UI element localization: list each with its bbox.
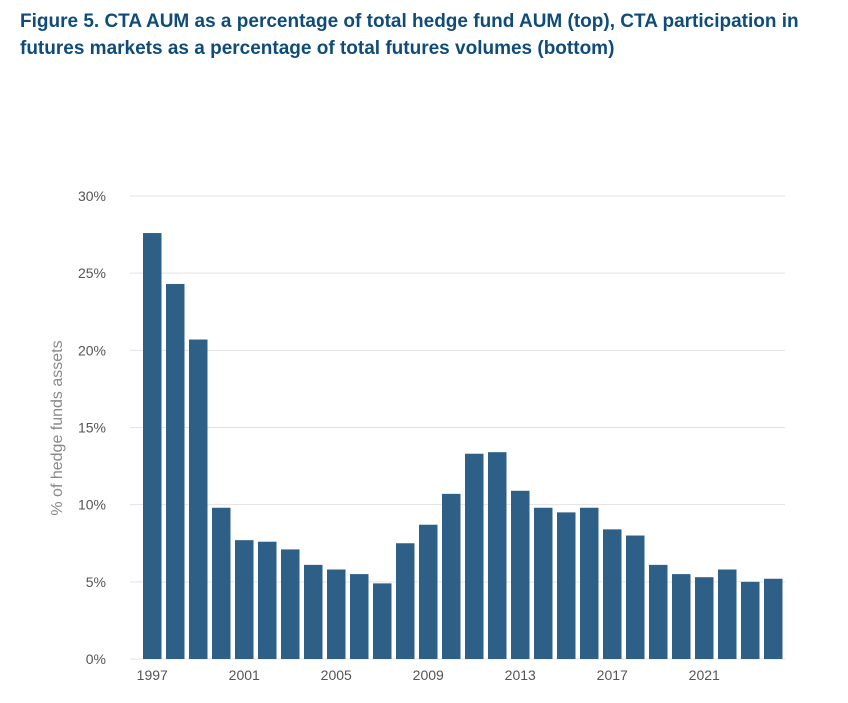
bar-2013 xyxy=(511,490,530,659)
bars xyxy=(143,233,783,660)
x-tick-label: 2017 xyxy=(597,667,628,683)
bar-2002 xyxy=(258,541,277,659)
bar-2014 xyxy=(534,507,553,659)
bar-2015 xyxy=(557,512,576,659)
bar-2010 xyxy=(442,493,461,659)
bar-2008 xyxy=(396,543,415,659)
bar-2001 xyxy=(235,540,254,659)
y-tick-label: 0% xyxy=(86,651,106,667)
bar-2018 xyxy=(626,535,645,659)
bar-2017 xyxy=(603,529,622,659)
bar-2016 xyxy=(580,507,599,659)
bar-2024 xyxy=(764,578,783,659)
x-tick-label: 2001 xyxy=(229,667,260,683)
bar-1999 xyxy=(189,339,208,659)
bar-2019 xyxy=(649,564,668,659)
x-tick-label: 1997 xyxy=(137,667,168,683)
bar-1998 xyxy=(166,283,185,659)
x-tick-label: 2005 xyxy=(321,667,352,683)
bar-2021 xyxy=(695,577,714,659)
y-tick-label: 15% xyxy=(78,420,106,436)
bar-2006 xyxy=(350,574,369,659)
y-axis-ticks: 0% 5% 10% 15% 20% 25% 30% xyxy=(78,188,106,667)
bar-2020 xyxy=(672,574,691,659)
y-tick-label: 5% xyxy=(86,574,106,590)
y-axis-title: % of hedge funds assets xyxy=(49,340,66,515)
y-tick-label: 30% xyxy=(78,188,106,204)
x-tick-label: 2021 xyxy=(689,667,720,683)
x-tick-label: 2009 xyxy=(413,667,444,683)
y-tick-label: 25% xyxy=(78,265,106,281)
bar-1997 xyxy=(143,233,162,660)
bar-2000 xyxy=(212,507,231,659)
bar-2003 xyxy=(281,549,300,659)
x-axis-ticks: 1997 2001 2005 2009 2013 2017 2021 xyxy=(137,667,720,683)
bar-2023 xyxy=(741,581,760,659)
x-tick-label: 2013 xyxy=(505,667,536,683)
bar-2011 xyxy=(465,453,484,659)
bar-2012 xyxy=(488,452,507,659)
bar-2007 xyxy=(373,583,392,659)
bar-2005 xyxy=(327,569,346,659)
figure-title: Figure 5. CTA AUM as a percentage of tot… xyxy=(20,11,799,59)
y-tick-label: 10% xyxy=(78,497,106,513)
bar-2022 xyxy=(718,569,737,659)
y-tick-label: 20% xyxy=(78,342,106,358)
bar-2009 xyxy=(419,524,438,659)
bar-2004 xyxy=(304,564,323,659)
